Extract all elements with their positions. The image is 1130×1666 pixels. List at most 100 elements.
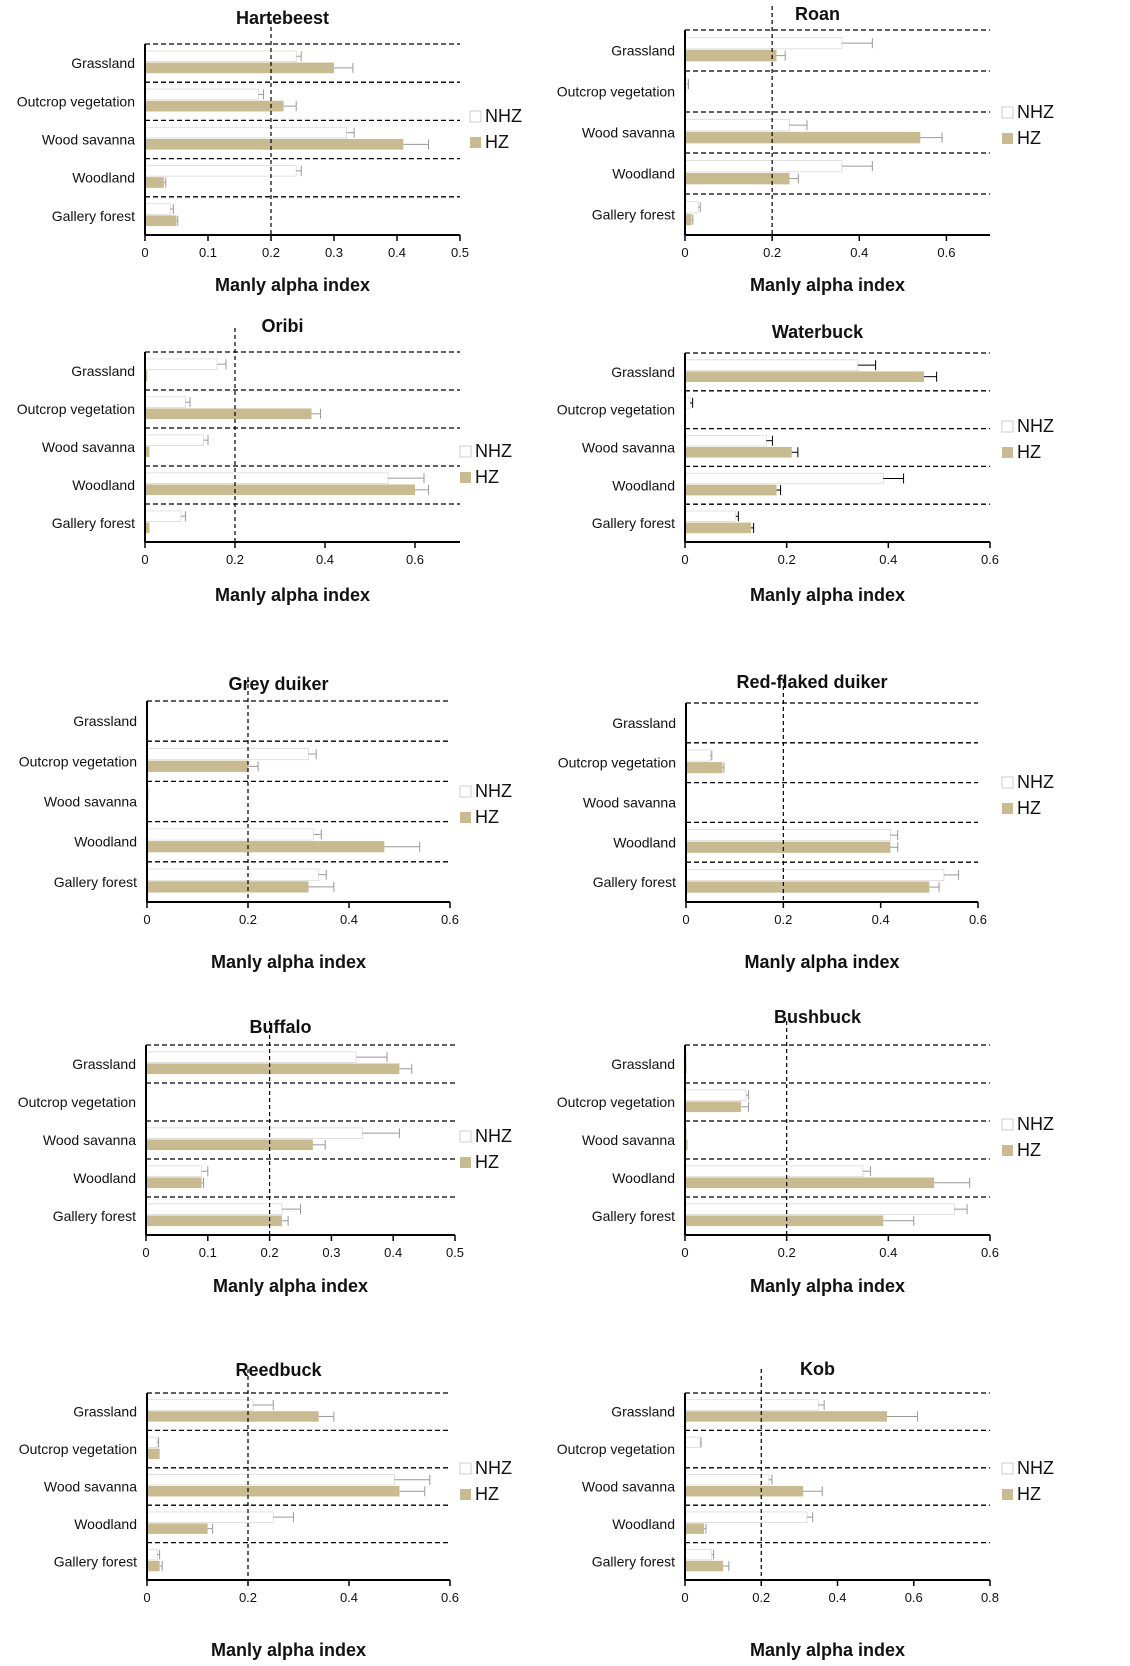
chart-svg: Red-flaked duiker Grassland Outcrop vegeta… — [558, 672, 1054, 972]
legend-label-nhz: NHZ — [475, 1458, 512, 1478]
category-label: Gallery forest — [52, 515, 135, 531]
category-label: Woodland — [74, 1516, 137, 1532]
bar-nhz-grassland — [144, 358, 218, 370]
x-tick-label: 0.2 — [778, 1245, 796, 1260]
legend-label-nhz: NHZ — [1017, 1458, 1054, 1478]
legend-label-hz: HZ — [475, 467, 499, 487]
bar-nhz-outcrop-vegetation — [146, 748, 310, 761]
bar-nhz-woodland — [146, 1511, 274, 1523]
x-tick-label: 0 — [141, 245, 148, 260]
x-axis-label: Manly alpha index — [213, 1276, 368, 1296]
legend-label-hz: HZ — [1017, 1484, 1041, 1504]
category-label: Wood savanna — [42, 439, 135, 455]
category-label: Wood savanna — [42, 132, 135, 148]
category-label: Outcrop vegetation — [557, 1441, 675, 1457]
legend-swatch-hz — [1002, 803, 1013, 814]
bar-nhz-gallery-forest — [685, 868, 945, 881]
chart-svg: Buffalo Grassland Outcrop vegetation Wood s… — [18, 1017, 512, 1296]
x-tick-label: 0.6 — [905, 1590, 923, 1605]
chart-title: Kob — [800, 1359, 835, 1379]
x-tick-label: 0.2 — [752, 1590, 770, 1605]
bar-hz-woodland — [685, 1523, 705, 1534]
category-label: Outcrop vegetation — [557, 1094, 675, 1110]
bar-hz-outcrop-vegetation — [685, 1101, 741, 1113]
bar-nhz-gallery-forest — [146, 868, 320, 881]
chart-panel-buffalo: Buffalo Grassland Outcrop vegetation Wood s… — [0, 1010, 560, 1330]
bar-nhz-outcrop-vegetation — [685, 749, 711, 762]
chart-title: Grey duiker — [228, 674, 328, 694]
legend-swatch-hz — [1002, 447, 1013, 458]
legend-label-hz: HZ — [1017, 798, 1041, 818]
x-tick-label: 0.2 — [226, 552, 244, 567]
category-label: Outcrop vegetation — [18, 1094, 136, 1110]
bar-hz-grassland — [145, 370, 148, 382]
bar-nhz-grassland — [146, 1399, 254, 1411]
chart-title: Bushbuck — [774, 1007, 862, 1027]
legend-swatch-nhz — [1001, 776, 1014, 789]
chart-panel-red-flaked-duiker: Red-flaked duiker Grassland Outcrop vegeta… — [558, 660, 1130, 990]
chart-title: Red-flaked duiker — [736, 672, 887, 692]
bar-hz-wood-savanna — [685, 446, 792, 458]
legend-swatch-nhz — [1001, 106, 1014, 119]
bar-hz-gallery-forest — [686, 881, 930, 893]
bar-hz-wood-savanna — [685, 131, 921, 144]
bar-nhz-wood-savanna — [145, 1127, 363, 1139]
bar-nhz-woodland — [684, 472, 884, 485]
category-label: Woodland — [613, 834, 676, 850]
bar-nhz-outcrop-vegetation — [144, 88, 259, 101]
category-label: Wood savanna — [44, 794, 137, 810]
chart-panel-waterbuck: Waterbuck Grassland Outcrop vegetation Wood… — [557, 320, 1130, 640]
bar-nhz-outcrop-vegetation — [684, 1089, 747, 1101]
chart-svg: Grey duiker Grassland Outcrop vegetation Wo… — [19, 674, 512, 972]
x-tick-label: 0.4 — [872, 912, 890, 927]
x-tick-label: 0.4 — [879, 552, 897, 567]
category-label: Wood savanna — [583, 795, 676, 811]
bar-nhz-gallery-forest — [684, 200, 699, 214]
x-tick-label: 0.2 — [261, 1245, 279, 1260]
category-label: Gallery forest — [54, 874, 137, 890]
chart-svg: Roan Grassland Outcrop vegetation Wood sava… — [557, 4, 1054, 295]
bar-hz-gallery-forest — [685, 1215, 884, 1227]
bar-hz-gallery-forest — [147, 881, 309, 893]
bar-hz-wood-savanna — [685, 1139, 688, 1151]
bar-nhz-woodland — [146, 828, 315, 841]
category-label: Gallery forest — [592, 1208, 675, 1224]
chart-title: Oribi — [261, 316, 303, 336]
bar-hz-grassland — [685, 1411, 888, 1422]
x-tick-label: 0.5 — [451, 245, 469, 260]
category-label: Grassland — [72, 1056, 136, 1072]
category-label: Wood savanna — [582, 125, 675, 141]
bar-nhz-gallery-forest — [684, 510, 737, 522]
bar-nhz-grassland — [684, 36, 843, 50]
category-label: Gallery forest — [592, 515, 675, 531]
x-tick-label: 0.4 — [388, 245, 406, 260]
bar-hz-gallery-forest — [147, 1560, 160, 1572]
category-label: Grassland — [611, 364, 675, 380]
legend-label-nhz: NHZ — [1017, 772, 1054, 792]
bar-nhz-grassland — [145, 1051, 357, 1063]
bar-nhz-woodland — [144, 165, 297, 177]
x-axis-label: Manly alpha index — [750, 585, 905, 605]
category-label: Outcrop vegetation — [19, 1441, 137, 1457]
chart-title: Waterbuck — [772, 322, 864, 342]
category-label: Wood savanna — [43, 1132, 136, 1148]
legend-swatch-nhz — [469, 110, 482, 123]
x-tick-label: 0 — [142, 1245, 149, 1260]
legend-swatch-nhz — [1001, 1462, 1014, 1475]
x-tick-label: 0.3 — [322, 1245, 340, 1260]
legend-swatch-hz — [1002, 133, 1013, 144]
x-tick-label: 0.4 — [340, 1590, 358, 1605]
bar-hz-outcrop-vegetation — [145, 408, 312, 420]
x-tick-label: 0 — [681, 1245, 688, 1260]
category-label: Outcrop vegetation — [558, 755, 676, 771]
x-axis-label: Manly alpha index — [750, 275, 905, 295]
category-label: Grassland — [73, 713, 137, 729]
bar-hz-wood-savanna — [145, 138, 404, 150]
bar-hz-wood-savanna — [685, 1486, 804, 1497]
legend-label-nhz: NHZ — [1017, 416, 1054, 436]
x-tick-label: 0.8 — [981, 1590, 999, 1605]
legend-label-hz: HZ — [475, 1484, 499, 1504]
x-tick-label: 0 — [682, 912, 689, 927]
category-label: Gallery forest — [592, 1553, 675, 1569]
legend-swatch-hz — [1002, 1489, 1013, 1500]
